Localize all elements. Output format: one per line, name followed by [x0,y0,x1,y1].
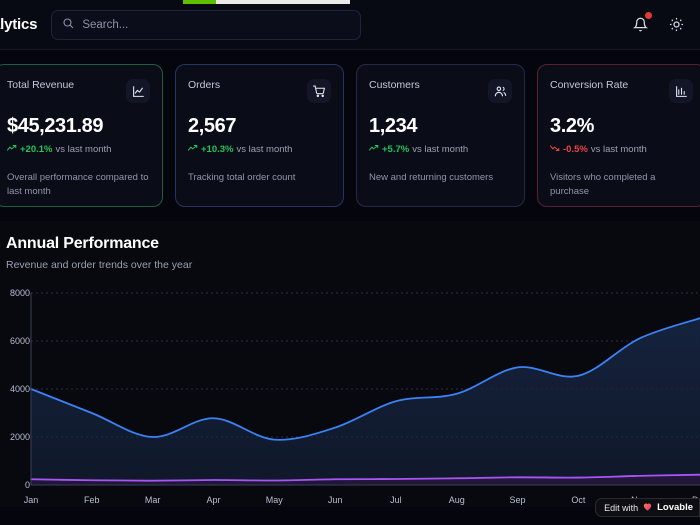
card-delta-value: +10.3% [201,144,234,155]
y-axis-tick: 8000 [9,288,30,298]
card-header: Orders [188,79,331,103]
bar-chart-icon [669,79,693,103]
stat-card-conversion-rate[interactable]: Conversion Rate 3.2% -0.5% vs last month… [537,64,700,207]
progress-fill [183,0,217,4]
top-progress-bar [183,0,350,4]
card-delta-suffix: vs last month [55,144,112,155]
annual-performance-panel: Annual Performance Revenue and order tre… [0,221,700,507]
card-delta-value: +5.7% [382,144,410,155]
card-delta: +5.7% vs last month [368,144,512,155]
trend-up-icon [368,144,379,155]
card-delta: +20.1% vs last month [6,144,150,155]
y-axis-tick: 6000 [9,336,30,346]
card-delta-value: -0.5% [563,144,588,155]
stat-card-total-revenue[interactable]: Total Revenue $45,231.89 +20.1% vs last … [0,64,163,207]
y-axis-tick: 4000 [9,384,30,394]
card-delta-suffix: vs last month [412,144,469,155]
card-value: 3.2% [550,115,594,137]
x-axis-tick: Mar [144,495,161,505]
card-delta: -0.5% vs last month [549,144,693,155]
card-description: New and returning customers [369,172,494,183]
x-axis-tick: Jun [327,495,343,505]
edit-with-lovable-badge[interactable]: Edit with Lovable [595,498,700,517]
x-axis-tick: Jan [23,495,39,505]
card-description: Visitors who completed a purchase [550,172,656,197]
badge-name: Lovable [657,502,693,513]
chart-y-axis: 0 2000 4000 6000 8000 [0,285,30,490]
card-delta-suffix: vs last month [590,144,647,155]
card-value: $45,231.89 [7,115,104,137]
app-title: alytics [0,16,38,33]
annual-performance-chart[interactable]: 0 2000 4000 6000 8000 Jan Feb Mar Apr May Jun Jul A… [0,285,700,507]
card-title: Orders [188,79,221,91]
panel-title: Annual Performance [6,235,159,252]
panel-subtitle: Revenue and order trends over the year [6,259,193,271]
x-axis-tick: May [265,495,283,505]
card-description: Tracking total order count [188,172,296,183]
y-axis-tick: 0 [24,480,30,490]
stat-cards-row: Total Revenue $45,231.89 +20.1% vs last … [0,50,700,207]
search-placeholder: Search... [82,18,129,31]
stat-card-customers[interactable]: Customers 1,234 +5.7% vs last month New … [356,64,525,207]
trend-up-icon [187,144,198,155]
chart-canvas [30,292,700,486]
card-description: Overall performance compared to last mon… [7,172,149,197]
card-header: Customers [369,79,512,103]
lovable-heart-icon [642,499,653,517]
card-title: Customers [369,79,420,91]
x-axis-tick: Feb [84,495,100,505]
card-title: Total Revenue [7,79,75,91]
card-value: 2,567 [188,115,237,137]
line-chart-icon [126,79,150,103]
trend-up-icon [6,144,17,155]
header-actions [630,11,686,35]
stat-card-orders[interactable]: Orders 2,567 +10.3% vs last month Tracki… [175,64,344,207]
card-title: Conversion Rate [550,79,629,91]
x-axis-tick: Oct [571,495,586,505]
trend-down-icon [549,144,560,155]
card-delta-value: +20.1% [20,144,53,155]
x-axis-tick: Aug [448,495,465,505]
notification-badge-dot [645,11,652,19]
users-icon [488,79,512,103]
x-axis-tick: Jul [390,495,402,505]
progress-track [183,0,350,4]
card-delta: +10.3% vs last month [187,144,331,155]
search-input[interactable]: Search... [51,9,362,40]
search-icon [62,16,74,34]
card-value: 1,234 [369,115,418,137]
app-header: alytics Search... [0,0,700,50]
x-axis-tick: Apr [206,495,221,505]
y-axis-tick: 2000 [9,432,30,442]
shopping-cart-icon [307,79,331,103]
card-header: Total Revenue [7,79,150,103]
x-axis-tick: Sep [509,495,526,505]
theme-toggle-button[interactable] [666,15,686,35]
card-header: Conversion Rate [550,79,693,103]
notifications-button[interactable] [630,11,652,35]
badge-prefix: Edit with [604,502,639,513]
card-delta-suffix: vs last month [236,144,293,155]
